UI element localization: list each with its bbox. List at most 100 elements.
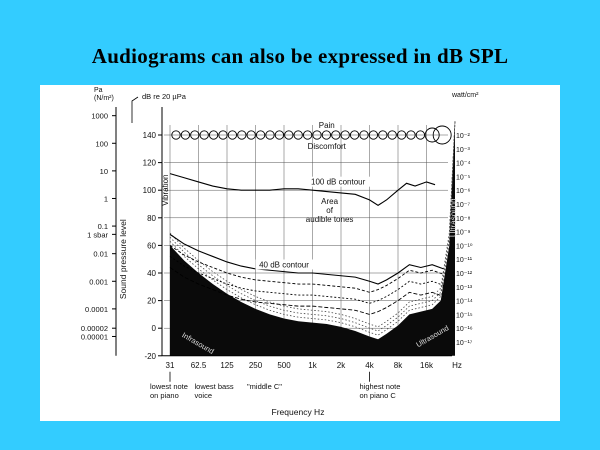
pain-marker [199, 130, 209, 140]
contour-curves [169, 125, 452, 315]
pa-tick-label: 0.00002 [81, 324, 108, 333]
contour-100-label-bg [303, 176, 374, 187]
ultrasound-label: Ultrasound [449, 198, 458, 237]
db-tick-label: 80 [147, 214, 156, 223]
pa-tick-label: 1000 [91, 112, 108, 121]
pa-tick-label: 0.01 [93, 250, 108, 259]
pa-tick-label: 0.0001 [85, 305, 108, 314]
right-tick-label: 10⁻¹⁷ [456, 340, 473, 347]
x-tick-label: 8k [394, 361, 403, 370]
equal-loudness-line [169, 267, 444, 315]
db-reference-label: dB re 20 µPa [142, 92, 187, 101]
pain-label: Pain [319, 121, 335, 130]
pain-marker [255, 130, 266, 140]
contour-100-line [169, 173, 436, 207]
right-tick-label: 10⁻⁹ [456, 230, 470, 237]
equal-loudness-line [169, 245, 444, 293]
pain-marker [171, 130, 181, 140]
pa-tick-label: 1 sbar [87, 230, 108, 239]
right-tick-label: 10⁻¹⁶ [456, 326, 473, 333]
pain-marker [368, 130, 379, 140]
right-tick-label: 10⁻¹⁴ [456, 299, 473, 306]
right-tick-label: 10⁻⁴ [456, 161, 471, 168]
x-tick-label: 62.5 [191, 361, 207, 370]
pain-marker [432, 125, 452, 145]
contour-40-label: 40 dB contour [259, 260, 309, 269]
right-tick-label: 10⁻⁸ [456, 216, 470, 223]
db-tick-label: 140 [143, 131, 157, 140]
right-axis-header: watt/cm² [451, 92, 479, 99]
pain-marker [218, 130, 228, 140]
x-tick-label: 125 [220, 361, 234, 370]
right-tick-label: 10⁻² [456, 133, 470, 140]
pain-marker [415, 130, 426, 140]
pa-axis-header: Pa (N/m²) [94, 87, 114, 102]
chart-labels: 140 120 100 80 60 40 20 0 -20 1000 100 10 1 0.11 sbar… [81, 87, 479, 417]
note-lowest-bass: lowest bass voice [195, 382, 234, 400]
note-middle-c: "middle C" [247, 382, 282, 391]
contour-40-line [169, 233, 444, 285]
pa-tick-label: 0.1 [98, 222, 108, 231]
right-tick-label: 10⁻¹⁵ [456, 312, 473, 319]
threshold-band [169, 121, 456, 328]
inaudible-region [169, 121, 456, 356]
pain-marker [208, 130, 219, 140]
pain-marker [180, 130, 191, 140]
pain-marker [424, 127, 440, 143]
pain-marker [396, 130, 407, 140]
pain-marker [246, 130, 256, 140]
pain-marker [284, 130, 294, 140]
pain-marker [312, 130, 322, 140]
pain-marker [265, 130, 275, 140]
equal-loudness-line [169, 256, 444, 304]
pain-marker [387, 130, 397, 140]
note-lowest-piano: lowest note on piano [150, 382, 188, 400]
right-tick-label: 10⁻¹⁰ [456, 242, 473, 250]
db-tick-label: 20 [147, 297, 156, 306]
discomfort-label: Discomfort [308, 142, 347, 151]
x-tick-label: 31 [166, 361, 175, 370]
pa-tick-label: 10 [100, 167, 108, 176]
x-tick-label: 4k [365, 361, 374, 370]
right-tick-label: 10⁻³ [456, 147, 470, 154]
pain-marker [359, 130, 369, 140]
db-reference-arrow [131, 96, 139, 123]
db-tick-label: 120 [143, 159, 157, 168]
pa-tick-label: 0.00001 [81, 332, 108, 341]
pa-tick-label: 1 [104, 194, 108, 203]
contour-40-label-bg [255, 259, 316, 270]
db-tick-label: -20 [144, 352, 156, 361]
pa-tick-label: 100 [95, 139, 108, 148]
axes [112, 96, 452, 382]
db-tick-label: 40 [147, 269, 156, 278]
pain-marker [331, 130, 341, 140]
x-tick-label: 1k [308, 361, 317, 370]
threshold-band [169, 121, 456, 332]
note-highest-piano: highest note on piano C [360, 382, 401, 400]
pain-marker [190, 130, 200, 140]
x-tick-label: 2k [337, 361, 346, 370]
pain-marker [302, 130, 313, 140]
x-tick-label: 500 [277, 361, 291, 370]
pain-marker [406, 130, 416, 140]
x-unit-label: Hz [452, 361, 462, 370]
audiogram-figure: 140 120 100 80 60 40 20 0 -20 1000 100 10 1 0.1 1 sbar… [40, 85, 560, 421]
contour-100-label: 100 dB contour [311, 178, 366, 187]
right-tick-label: 10⁻⁷ [456, 202, 470, 209]
pain-marker [227, 130, 238, 140]
db-tick-label: 0 [152, 324, 157, 333]
db-tick-label: 100 [143, 186, 157, 195]
x-tick-label: 250 [249, 361, 263, 370]
pain-marker [321, 130, 332, 140]
right-tick-label: 10⁻¹¹ [456, 257, 473, 264]
audiogram-chart: 140 120 100 80 60 40 20 0 -20 1000 100 10 1 0.11 sbar… [81, 87, 479, 417]
inaudible-fill [170, 121, 455, 356]
right-tick-label: 10⁻⁵ [456, 174, 470, 181]
x-axis-label: Frequency Hz [272, 407, 325, 417]
db-tick-label: 60 [147, 241, 156, 250]
pain-marker [378, 130, 388, 140]
pain-marker [237, 130, 247, 140]
vibration-label: Vibration [161, 174, 170, 205]
threshold-band [169, 121, 456, 336]
pa-tick-label: 0.001 [89, 277, 108, 286]
